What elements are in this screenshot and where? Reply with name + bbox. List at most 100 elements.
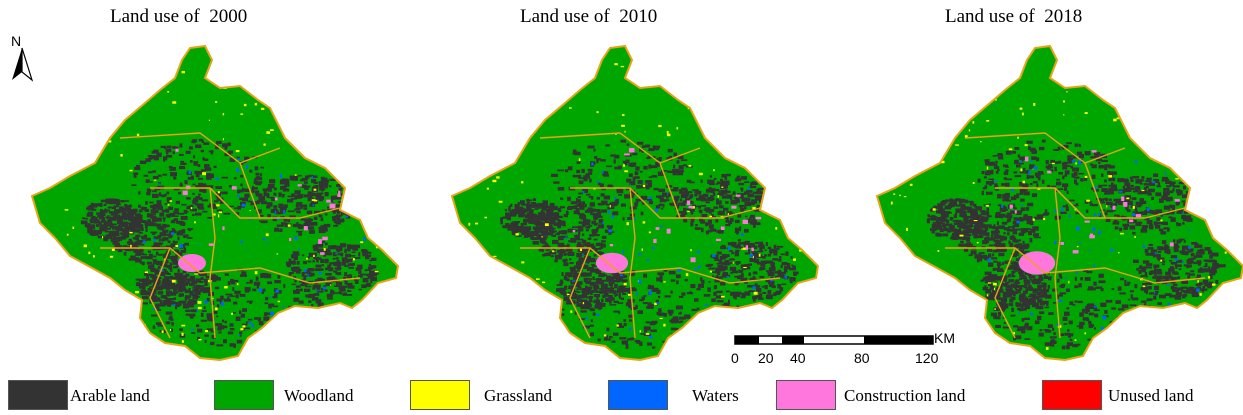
arable-patch xyxy=(681,187,688,190)
arable-patch xyxy=(1126,335,1133,339)
arable-patch xyxy=(163,156,168,161)
arable-patch xyxy=(1146,177,1152,181)
arable-patch xyxy=(1140,229,1148,233)
grassland-patch xyxy=(101,321,105,324)
arable-patch xyxy=(1050,336,1057,339)
arable-patch xyxy=(142,295,149,300)
arable-patch xyxy=(738,242,745,245)
grassland-patch xyxy=(163,258,165,261)
arable-patch xyxy=(106,209,110,212)
arable-patch xyxy=(1111,203,1118,207)
arable-patch xyxy=(1137,192,1143,195)
arable-patch xyxy=(1009,242,1014,248)
arable-patch xyxy=(1193,198,1200,203)
arable-patch xyxy=(1182,222,1185,225)
arable-patch xyxy=(171,228,175,232)
grassland-patch xyxy=(645,333,650,335)
arable-patch xyxy=(669,310,674,312)
grassland-patch xyxy=(779,97,781,100)
grassland-patch xyxy=(801,84,804,87)
arable-patch xyxy=(154,305,160,310)
arable-patch xyxy=(370,278,376,281)
waters-patch xyxy=(262,238,267,240)
arable-patch xyxy=(1057,146,1061,151)
arable-patch xyxy=(749,185,757,189)
arable-patch xyxy=(153,255,157,258)
arable-patch xyxy=(164,272,169,274)
waters-patch xyxy=(694,267,697,271)
region-boundary xyxy=(450,44,820,362)
arable-patch xyxy=(561,245,567,247)
arable-patch xyxy=(721,181,727,185)
arable-patch xyxy=(1057,188,1064,190)
arable-patch xyxy=(615,198,619,202)
arable-patch xyxy=(133,228,141,233)
arable-patch xyxy=(313,181,318,184)
arable-patch xyxy=(191,175,194,178)
arable-patch xyxy=(1004,209,1009,211)
arable-patch xyxy=(320,192,324,195)
arable-patch xyxy=(579,177,586,179)
arable-patch xyxy=(752,290,755,293)
arable-patch xyxy=(311,297,319,301)
arable-patch xyxy=(1182,246,1189,249)
arable-patch xyxy=(726,217,729,222)
arable-patch xyxy=(1155,309,1158,312)
arable-patch xyxy=(541,213,546,219)
grassland-patch xyxy=(66,269,68,272)
waters-patch xyxy=(360,309,365,313)
arable-patch xyxy=(656,145,661,149)
arable-patch xyxy=(994,185,999,188)
arable-patch xyxy=(131,184,137,186)
arable-patch xyxy=(106,227,111,230)
arable-patch xyxy=(1090,156,1096,159)
arable-patch xyxy=(729,250,733,252)
arable-patch xyxy=(563,253,567,256)
arable-patch xyxy=(964,248,969,252)
arable-patch xyxy=(153,157,159,161)
grassland-patch xyxy=(642,184,646,187)
arable-patch xyxy=(1065,206,1069,211)
arable-patch xyxy=(335,247,343,252)
arable-patch xyxy=(229,328,235,331)
arable-patch xyxy=(318,214,323,218)
arable-patch xyxy=(137,218,141,222)
arable-patch xyxy=(171,292,175,295)
arable-patch xyxy=(318,304,322,308)
arable-patch xyxy=(1150,249,1158,253)
construction-patch xyxy=(755,216,762,220)
arable-patch xyxy=(735,249,740,252)
arable-patch xyxy=(1071,173,1076,178)
grassland-patch xyxy=(492,179,497,183)
grassland-patch xyxy=(72,226,75,229)
waters-patch xyxy=(312,204,315,207)
arable-patch xyxy=(744,266,751,270)
grassland-patch xyxy=(388,113,391,115)
arable-patch xyxy=(92,216,96,219)
arable-patch xyxy=(205,275,210,279)
arable-patch xyxy=(994,316,1001,320)
arable-patch xyxy=(282,326,288,329)
arable-patch xyxy=(612,276,620,280)
arable-patch xyxy=(570,272,577,275)
arable-patch xyxy=(162,217,166,219)
arable-patch xyxy=(155,287,162,291)
arable-patch xyxy=(634,176,640,179)
arable-patch xyxy=(251,188,255,193)
arable-patch xyxy=(335,204,341,208)
arable-patch xyxy=(698,205,701,209)
arable-patch xyxy=(277,275,281,279)
arable-patch xyxy=(576,269,583,272)
arable-patch xyxy=(1006,228,1013,232)
arable-patch xyxy=(991,169,994,174)
arable-patch xyxy=(216,140,222,144)
arable-patch xyxy=(646,306,653,308)
arable-patch xyxy=(1061,145,1065,150)
arable-patch xyxy=(699,217,703,222)
arable-patch xyxy=(255,182,262,186)
arable-patch xyxy=(1023,214,1028,216)
arable-patch xyxy=(348,266,354,269)
arable-patch xyxy=(1026,326,1033,331)
arable-patch xyxy=(932,218,938,221)
arable-patch xyxy=(305,270,311,274)
